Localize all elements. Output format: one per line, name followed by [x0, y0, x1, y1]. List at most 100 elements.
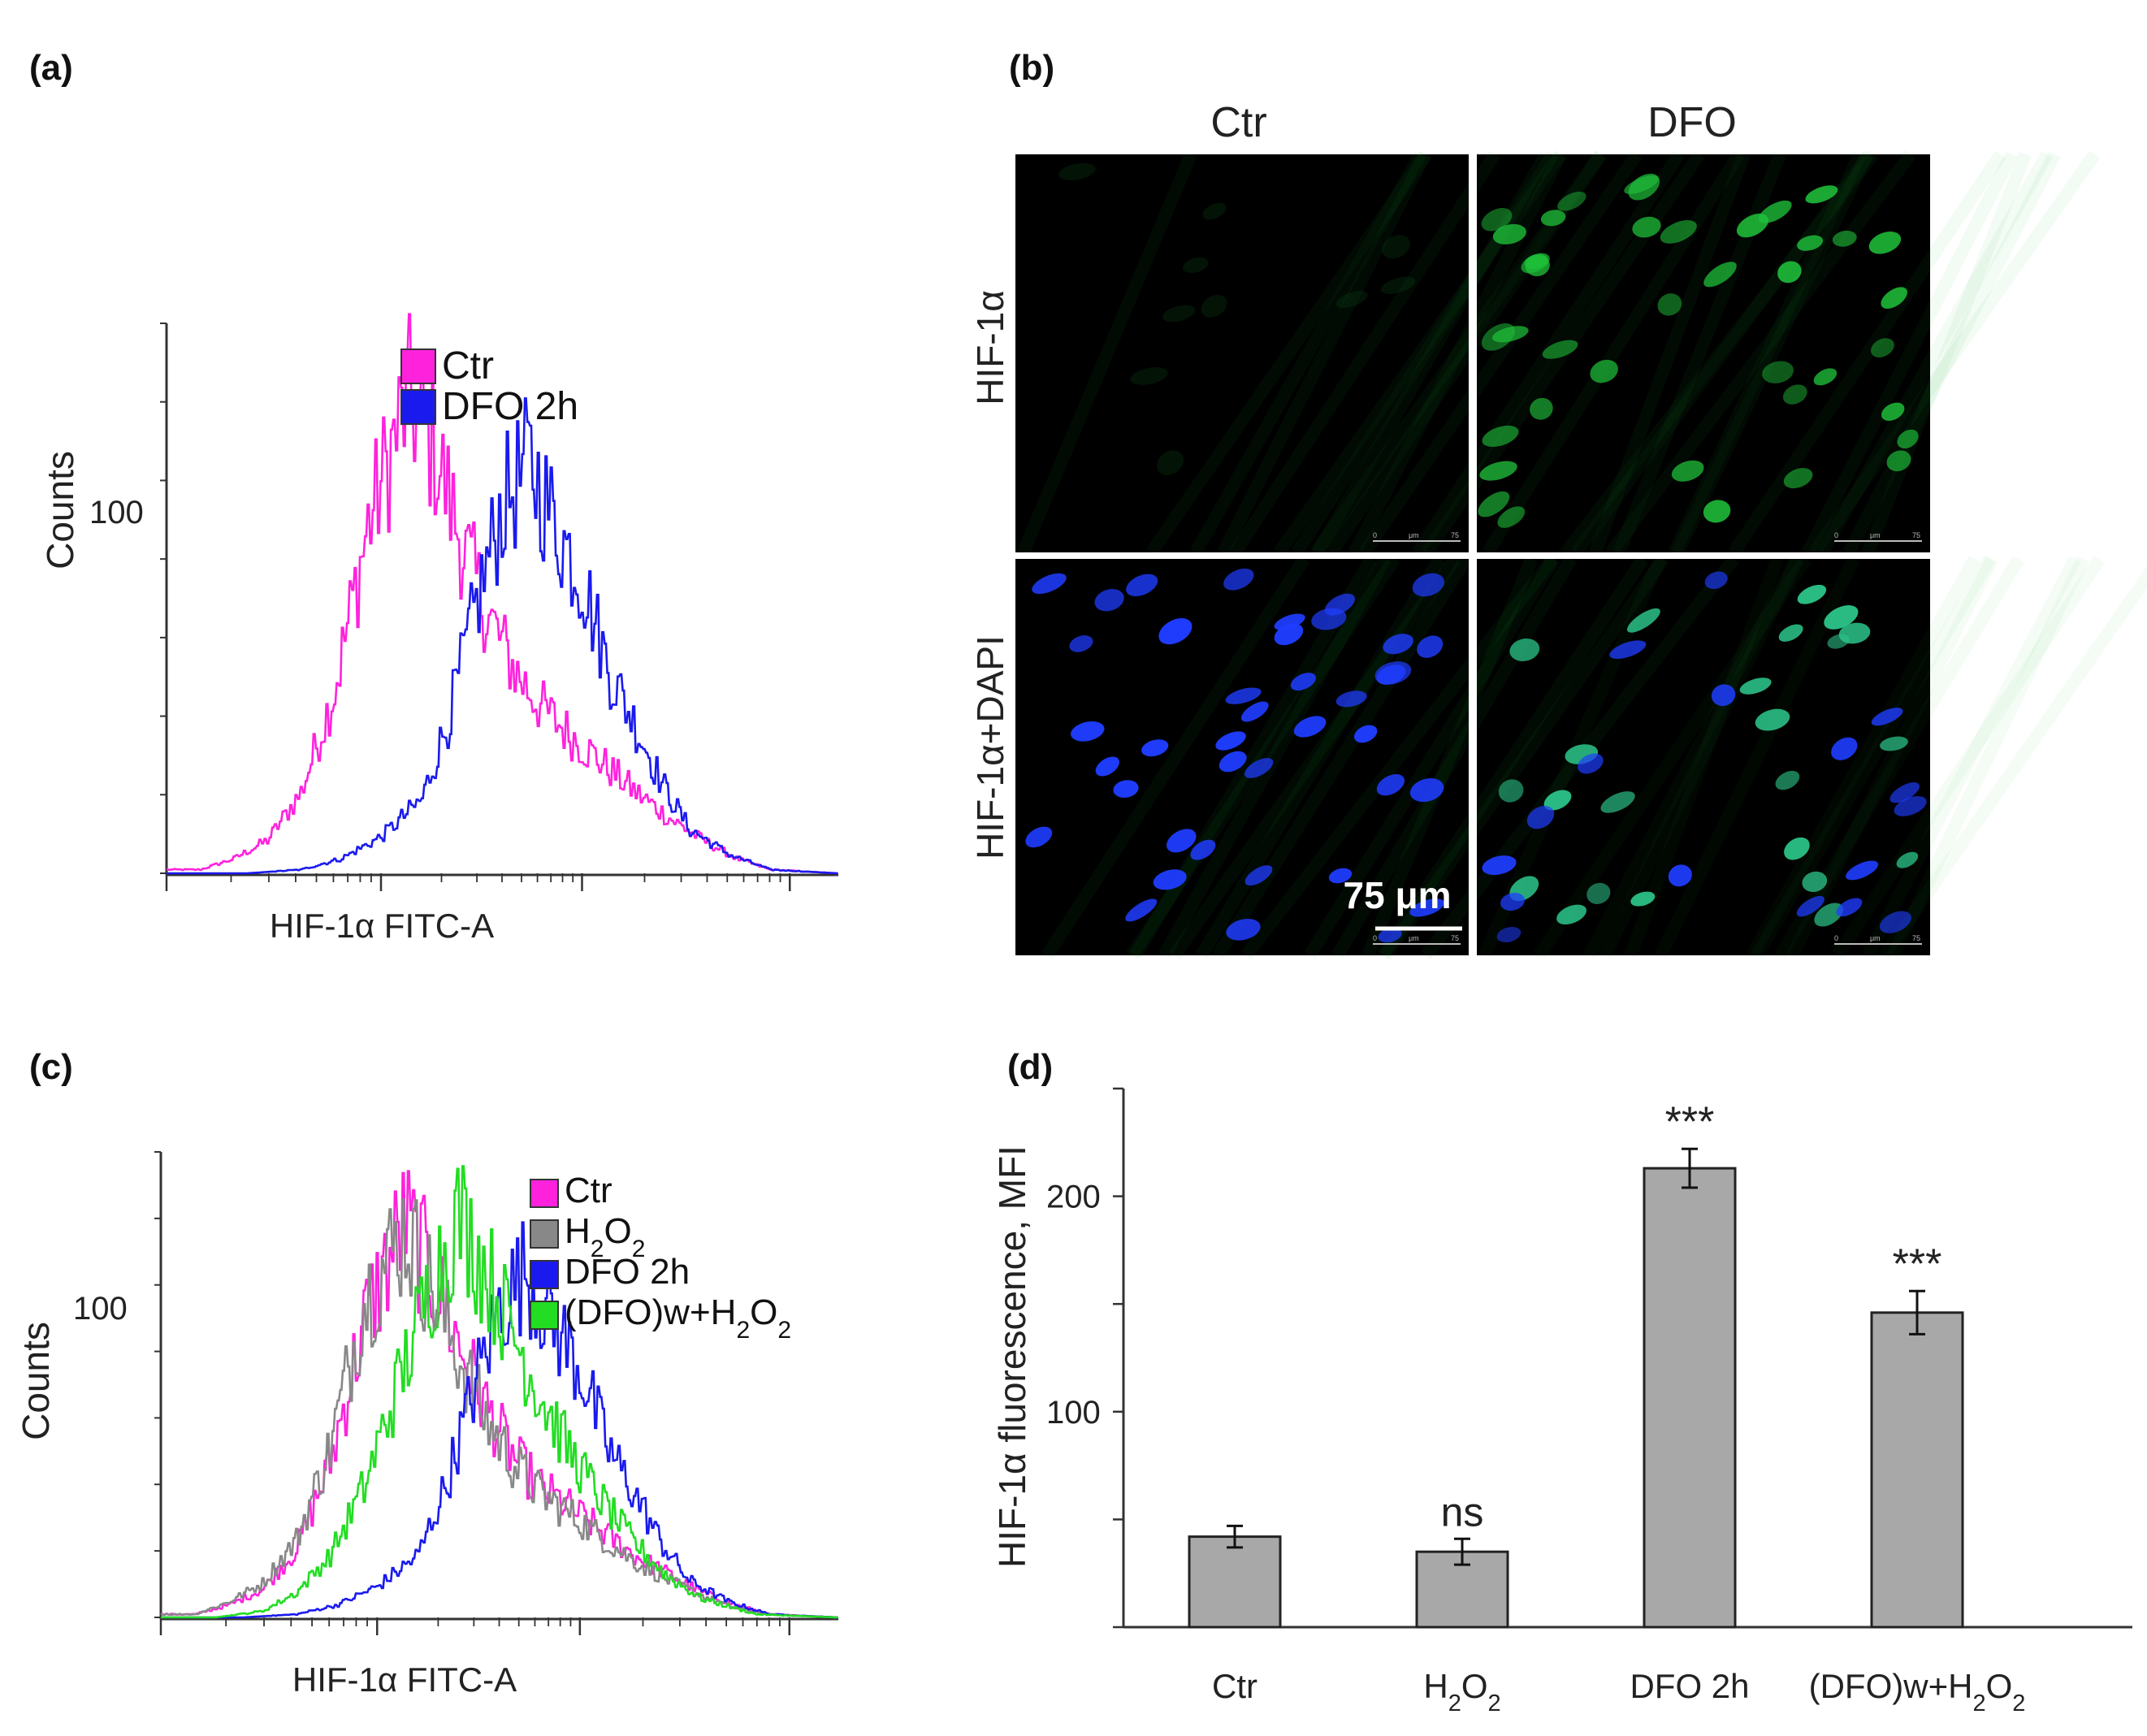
cell-nucleus	[1590, 359, 1618, 383]
cell-nucleus	[1496, 926, 1522, 943]
cell-nucleus	[1141, 739, 1169, 757]
legend-swatch-c-0	[530, 1179, 559, 1208]
cell-nucleus	[1215, 731, 1246, 751]
y-axis-label-d: HIF-1α fluorescence, MFI	[991, 1145, 1033, 1568]
cell-nucleus	[1226, 918, 1261, 941]
cell-nucleus	[1380, 276, 1416, 294]
cell-nucleus	[1156, 450, 1184, 475]
cell-nucleus	[1498, 779, 1524, 803]
cell-fiber	[1571, 150, 1875, 556]
y-tick-label-a: 100	[89, 495, 144, 530]
cell-fiber	[1377, 555, 1649, 959]
x-ticks-a	[165, 873, 791, 891]
cell-fiber	[1816, 151, 2053, 556]
cell-nucleus	[1025, 826, 1053, 848]
cell-nucleus	[1836, 898, 1863, 917]
cell-fiber	[1240, 555, 1558, 959]
cell-nucleus	[1521, 253, 1550, 274]
cell-nucleus	[1783, 468, 1813, 489]
cell-fiber	[1126, 555, 1400, 959]
cell-nucleus	[1311, 608, 1347, 630]
cell-nucleus	[1813, 368, 1838, 386]
cell-nucleus	[1624, 175, 1659, 194]
instrument-scale-text: 0	[1834, 531, 1838, 539]
y-ticks-a	[160, 323, 167, 874]
cell-nucleus	[1183, 257, 1209, 274]
cell-nucleus	[1704, 571, 1728, 590]
cell-nucleus	[1626, 608, 1660, 633]
category-label-0: Ctr	[1212, 1667, 1257, 1705]
y-tick-label-d-0: 100	[1046, 1395, 1101, 1431]
cell-nucleus	[1805, 185, 1838, 204]
legend-swatch-a-1	[400, 389, 436, 425]
cell-nucleus	[1543, 790, 1572, 811]
cell-nucleus	[1409, 898, 1444, 917]
micrograph-panel-b: Ctr DFO HIF-1α HIF-1α+DAPI 75 μm 0 μm 75 0 μ…	[969, 99, 2147, 959]
category-label-1: H2O2	[1423, 1667, 1500, 1717]
cell-fiber	[1041, 555, 1310, 959]
cell-nucleus	[1492, 223, 1526, 245]
bar-chart-panel-d: 100 200 ns *** *** Ctr H2O2 DFO 2h (DFO)w+H2O2…	[991, 1087, 2132, 1717]
y-axis-label-a: Counts	[39, 451, 81, 569]
cell-nucleus	[1657, 293, 1682, 316]
cell-nucleus	[1409, 778, 1444, 803]
cell-nucleus	[1784, 837, 1810, 860]
cell-fiber	[1878, 565, 2147, 959]
legend-label-c-0: Ctr	[565, 1171, 613, 1210]
cell-nucleus	[1478, 491, 1510, 517]
cell-nucleus	[1491, 326, 1529, 343]
series-group-a	[167, 313, 838, 875]
category-label-3: (DFO)w+H2O2	[1809, 1667, 2026, 1717]
cell-fiber	[1348, 151, 1567, 556]
category-label-2: DFO 2h	[1630, 1667, 1749, 1705]
cell-nucleus	[1578, 753, 1604, 774]
cell-nucleus	[1383, 634, 1413, 655]
cell-nucleus	[1870, 338, 1894, 357]
cell-nucleus	[1225, 687, 1262, 704]
row-label-hif: HIF-1α	[969, 290, 1011, 405]
cell-fiber	[1842, 151, 2061, 556]
cell-fiber	[1668, 151, 1866, 556]
cell-nucleus	[1762, 361, 1794, 383]
cell-fiber	[1672, 151, 1873, 556]
col-label-dfo: DFO	[1647, 99, 1737, 146]
row-label-hif-dapi: HIF-1α+DAPI	[969, 635, 1011, 859]
cell-nucleus	[1190, 839, 1216, 860]
cell-nucleus	[1162, 305, 1196, 323]
cell-nucleus	[1671, 460, 1704, 482]
legend-label-c-1: H2O2	[565, 1211, 645, 1262]
cell-nucleus	[1881, 287, 1907, 310]
cell-nucleus	[1335, 691, 1367, 708]
col-label-ctr: Ctr	[1210, 99, 1266, 146]
panel-label-b: (b)	[1009, 48, 1054, 88]
instrument-scale-text: 0	[1373, 934, 1377, 942]
cell-nucleus	[1832, 230, 1857, 247]
cell-nucleus	[1827, 634, 1850, 649]
cell-nucleus	[1586, 882, 1611, 904]
cell-nucleus	[1711, 684, 1736, 707]
cell-fiber	[1728, 150, 2006, 556]
cell-nucleus	[1739, 678, 1772, 695]
cell-fiber	[1599, 556, 1804, 959]
scale-bar-label: 75 μm	[1344, 874, 1452, 916]
cell-nucleus	[1542, 340, 1578, 359]
x-axis-label-a: HIF-1α FITC-A	[270, 907, 494, 945]
cell-nucleus	[1032, 573, 1067, 595]
cell-fiber	[1274, 150, 1566, 556]
cell-nucleus	[1244, 758, 1274, 778]
x-ticks-c	[159, 1617, 791, 1635]
cell-fiber	[1169, 555, 1461, 959]
histogram-series-c-1	[161, 1198, 838, 1619]
cell-nucleus	[1382, 235, 1410, 259]
series-group-c	[161, 1165, 838, 1619]
cell-fiber	[1217, 151, 1431, 556]
bar-0	[1188, 1535, 1282, 1629]
instrument-scale-text: μm	[1409, 531, 1419, 539]
cell-nucleus	[1526, 805, 1555, 829]
histogram-series-c-2	[161, 1221, 838, 1619]
cell-nucleus	[1778, 624, 1803, 642]
instrument-scale-text: μm	[1870, 531, 1881, 539]
y-tick-label-d-1: 200	[1046, 1180, 1101, 1215]
